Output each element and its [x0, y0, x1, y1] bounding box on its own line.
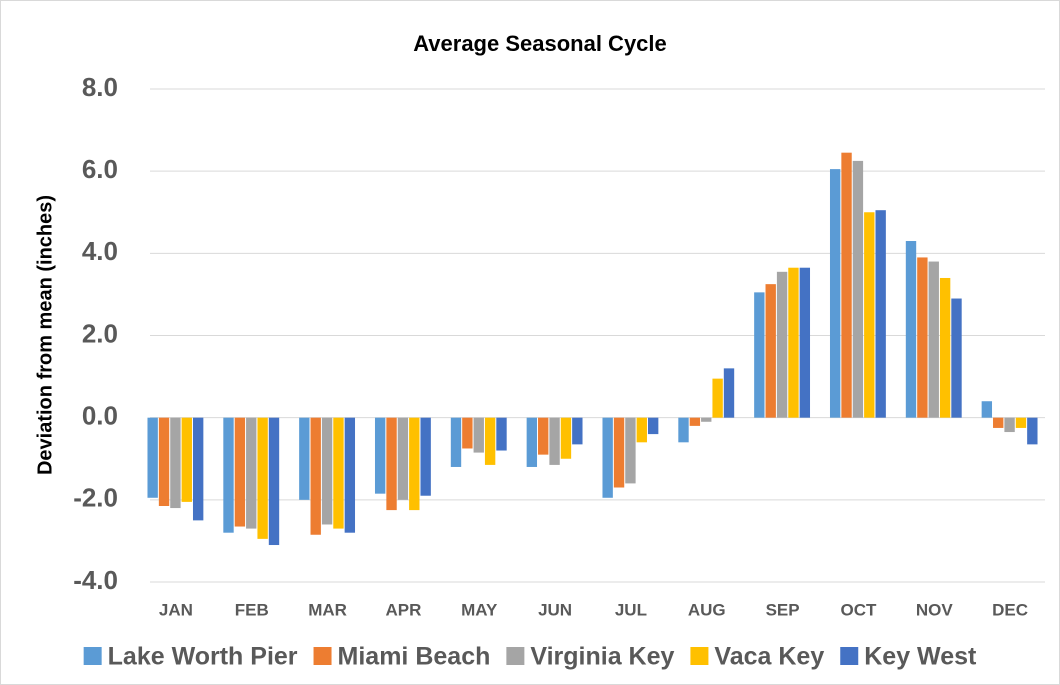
legend-label: Miami Beach — [338, 643, 491, 671]
bar — [170, 417, 181, 509]
x-tick-label: NOV — [916, 600, 954, 619]
bar — [928, 261, 939, 418]
bar — [147, 417, 158, 498]
x-tick-label: JUL — [615, 600, 647, 619]
bar — [192, 417, 204, 521]
bar — [993, 417, 1004, 428]
bar — [776, 271, 788, 418]
bar — [526, 417, 538, 467]
bar — [321, 417, 333, 525]
bar — [754, 292, 765, 418]
bar — [602, 417, 613, 498]
bar — [484, 417, 496, 465]
x-tick-label: JUN — [538, 600, 572, 619]
y-tick-label: -2.0 — [73, 483, 118, 513]
bar — [647, 417, 659, 435]
bar — [864, 212, 875, 418]
legend-label: Virginia Key — [530, 643, 674, 671]
y-axis-label: Deviation from mean (inches) — [34, 195, 56, 475]
legend-swatch — [83, 647, 102, 665]
legend-label: Vaca Key — [714, 643, 824, 671]
y-tick-label: 8.0 — [82, 72, 118, 102]
x-tick-label: FEB — [235, 600, 269, 619]
bar — [723, 368, 735, 418]
bar — [841, 152, 852, 418]
bar — [981, 401, 993, 418]
bar — [420, 417, 431, 496]
bar — [788, 267, 799, 418]
x-tick-label: JAN — [159, 600, 193, 619]
legend-label: Lake Worth Pier — [108, 643, 298, 671]
bar — [829, 169, 841, 418]
bar — [333, 417, 344, 529]
bar — [905, 241, 917, 418]
bar — [234, 417, 246, 527]
bar — [1027, 417, 1038, 445]
x-tick-label: APR — [385, 600, 421, 619]
bar — [450, 417, 462, 467]
bar — [560, 417, 572, 459]
legend-swatch — [840, 647, 859, 665]
bar — [939, 277, 951, 418]
bar — [538, 417, 549, 455]
bar — [636, 417, 647, 443]
y-tick-label: 2.0 — [82, 318, 118, 348]
bar — [549, 417, 560, 465]
legend-swatch — [313, 647, 332, 665]
bar — [397, 417, 409, 500]
x-tick-label: DEC — [992, 600, 1028, 619]
legend-label: Key West — [864, 643, 977, 671]
legend-swatch — [506, 647, 525, 665]
bar — [299, 417, 310, 500]
bar — [951, 298, 962, 418]
bar — [613, 417, 625, 488]
bar — [712, 378, 723, 418]
bar — [625, 417, 636, 484]
bar — [257, 417, 268, 539]
bar — [158, 417, 170, 506]
bar — [268, 417, 280, 546]
bar — [310, 417, 321, 535]
bar — [875, 210, 886, 418]
y-tick-label: 6.0 — [82, 154, 118, 184]
bar — [386, 417, 397, 511]
bar — [799, 267, 811, 418]
x-tick-label: AUG — [688, 600, 726, 619]
bar — [344, 417, 356, 533]
bar — [473, 417, 484, 453]
bar — [1004, 417, 1015, 433]
y-tick-label: 0.0 — [82, 401, 118, 431]
y-tick-label: -4.0 — [73, 565, 118, 595]
bar — [496, 417, 507, 451]
bar — [678, 417, 689, 443]
y-tick-label: 4.0 — [82, 236, 118, 266]
bar — [246, 417, 257, 529]
bar — [374, 417, 386, 494]
bar — [223, 417, 234, 533]
x-tick-label: SEP — [766, 600, 800, 619]
x-tick-label: OCT — [840, 600, 877, 619]
x-tick-label: MAY — [461, 600, 498, 619]
bar — [701, 417, 712, 422]
bar — [852, 160, 864, 418]
bar — [689, 417, 701, 426]
bar — [181, 417, 192, 502]
chart-title: Average Seasonal Cycle — [413, 31, 667, 56]
bar — [572, 417, 583, 445]
bar — [462, 417, 473, 449]
bar — [1015, 417, 1027, 428]
legend-swatch — [690, 647, 709, 665]
bar — [765, 284, 776, 418]
x-tick-label: MAR — [308, 600, 347, 619]
bar — [409, 417, 420, 511]
bar — [917, 257, 928, 418]
